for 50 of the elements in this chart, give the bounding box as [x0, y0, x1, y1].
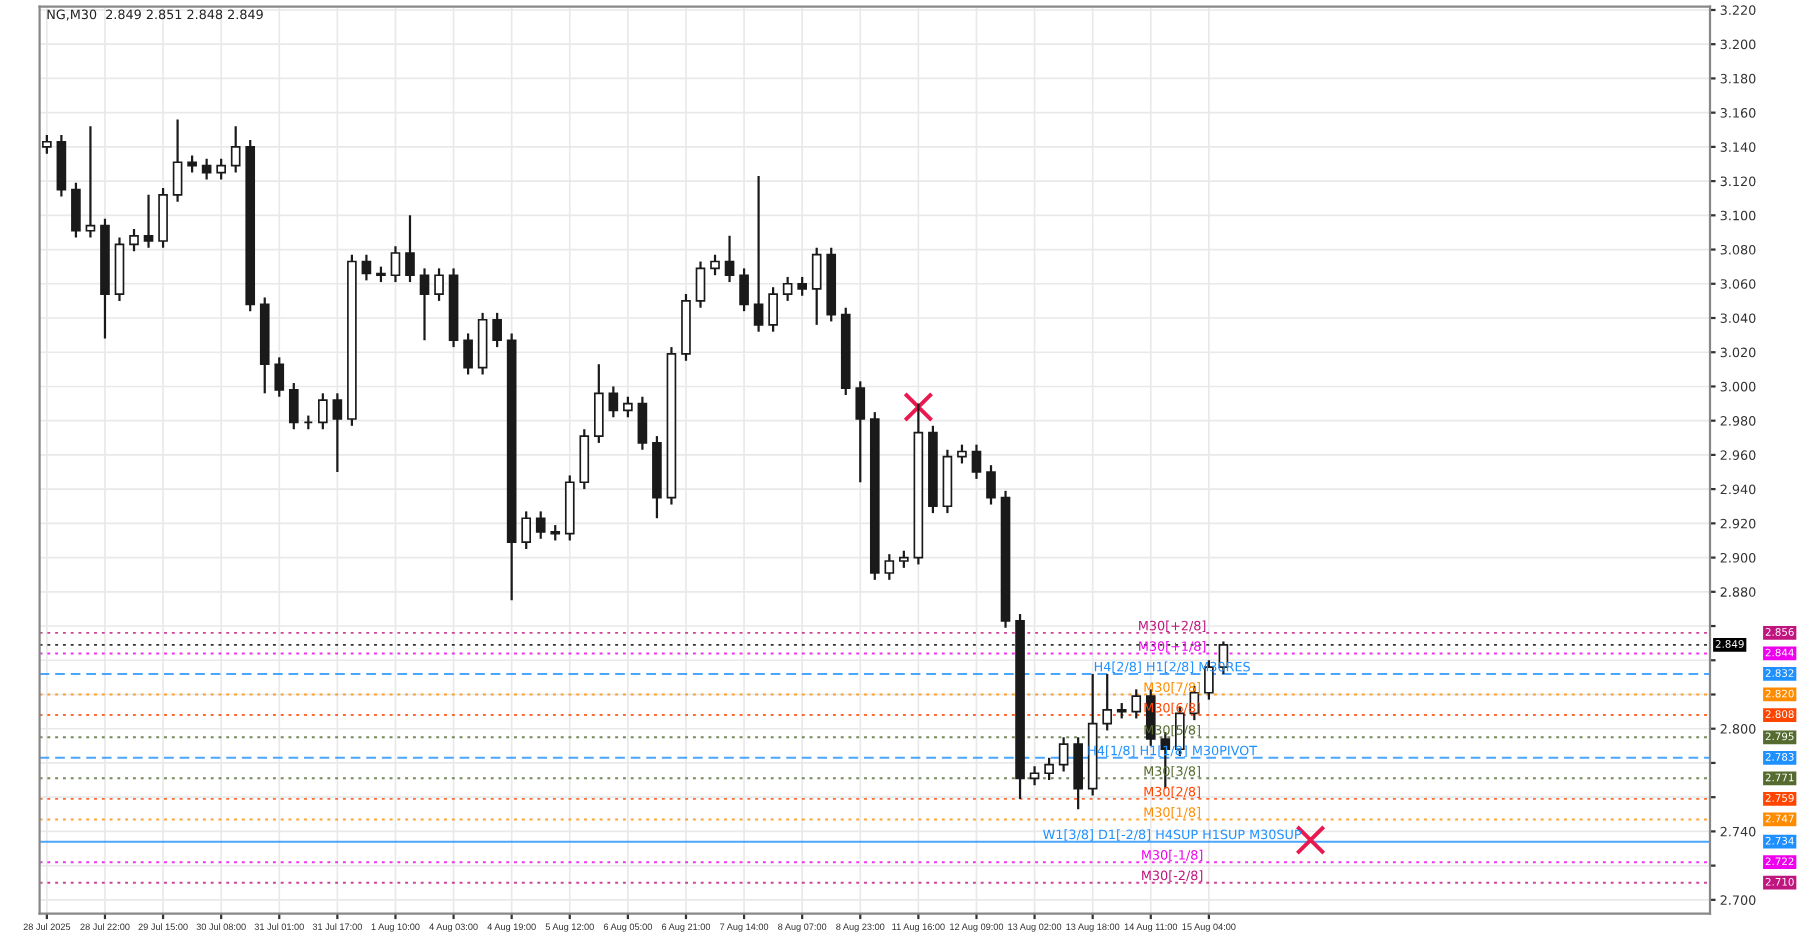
candlestick [1102, 672, 1113, 732]
candlestick [782, 275, 793, 302]
candlestick [463, 332, 473, 376]
candlestick [434, 267, 444, 302]
candlestick [71, 181, 81, 239]
candlestick [811, 246, 822, 326]
candlestick [695, 260, 706, 309]
candlestick [332, 392, 343, 474]
candlestick [623, 395, 633, 419]
candlestick [158, 186, 168, 249]
candlestick [216, 157, 226, 181]
candlestick [129, 227, 139, 253]
candlestick [492, 311, 502, 349]
candlestick [56, 133, 67, 198]
candlestick [753, 174, 764, 333]
candlestick [986, 464, 996, 506]
candlestick [390, 245, 401, 284]
candlestick [1044, 756, 1054, 782]
candlestick [85, 125, 96, 239]
candlestick [579, 428, 590, 491]
candlestick [608, 385, 619, 419]
candlestick [419, 267, 430, 342]
candlestick [637, 395, 648, 451]
candlestick [768, 286, 778, 333]
candlestick [710, 253, 720, 277]
candlestick [361, 253, 372, 282]
candlestick [172, 118, 183, 203]
candlestick [1131, 688, 1142, 720]
candlestick [230, 125, 241, 174]
candlestick [855, 380, 866, 484]
candlestick [42, 133, 52, 155]
candlestick [971, 443, 982, 480]
candlestick [477, 311, 488, 376]
candlestick [1058, 736, 1069, 773]
candlestick [274, 356, 285, 398]
candlestick [593, 363, 604, 445]
candlestick [739, 267, 749, 313]
candlestick [405, 214, 415, 284]
candlestick [288, 381, 299, 431]
candlestick [797, 275, 808, 297]
candlestick [1073, 736, 1083, 811]
candlestick [201, 157, 212, 181]
candlestick [143, 193, 154, 249]
candlestick [724, 234, 735, 284]
candlestick [521, 510, 532, 551]
candlestick [535, 510, 546, 540]
candlestick [1029, 765, 1040, 787]
candlestick [957, 443, 967, 465]
candlestick [884, 553, 895, 581]
candlestick [318, 392, 328, 431]
